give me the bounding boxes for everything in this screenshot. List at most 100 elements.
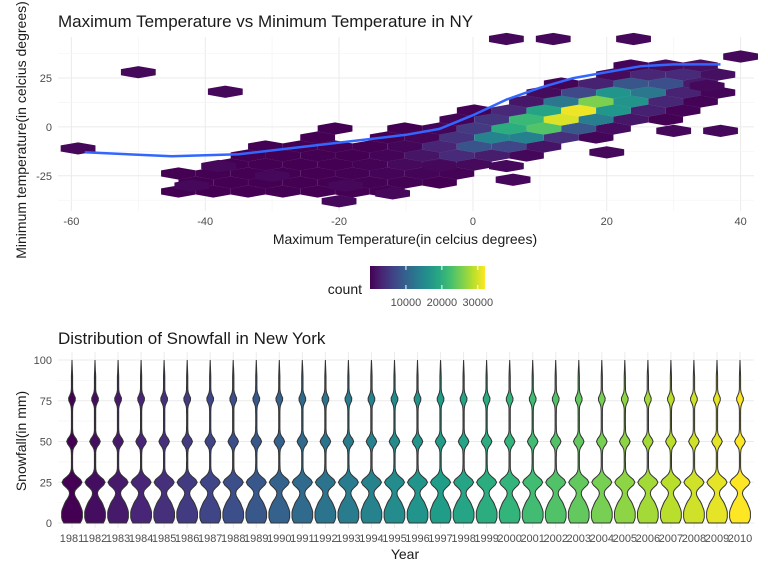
violin-ylabel: Snowfall(in mm) (13, 391, 29, 491)
violin-2003 (567, 359, 590, 524)
x-tick-label: 1997 (428, 533, 452, 545)
hex-title: Maximum Temperature vs Minimum Temperatu… (58, 12, 473, 31)
y-tick-label: 50 (40, 437, 52, 449)
hex-bin (488, 32, 524, 46)
violin-2007 (660, 359, 682, 524)
violin-1994 (360, 359, 383, 524)
hex-bin (589, 146, 625, 159)
x-tick-label: 2002 (543, 533, 567, 545)
violin-1985 (153, 359, 175, 524)
x-tick-label: -60 (63, 216, 79, 228)
hex-ylabel: Minimum temperature(in celcius degrees) (13, 1, 29, 259)
x-tick-label: 2001 (520, 533, 544, 545)
hex-bin (375, 187, 411, 200)
hex-bin (120, 66, 156, 79)
hex-legend: 10000 20000 30000 (370, 266, 493, 309)
hex-bin (703, 124, 738, 137)
violin-2001 (521, 359, 544, 524)
violin-xlabel: Year (391, 546, 420, 562)
x-tick-label: 1991 (290, 533, 314, 545)
hex-bin (456, 104, 492, 117)
hex-bin (495, 173, 531, 186)
x-tick-label: 2010 (728, 533, 752, 545)
hex-bins (60, 32, 759, 208)
y-tick-label: 75 (40, 396, 52, 408)
y-tick-label: 25 (40, 477, 52, 489)
hex-legend-title: count (328, 281, 362, 297)
x-tick-label: 1990 (267, 533, 291, 545)
hex-bin (616, 32, 651, 46)
hex-bin (488, 159, 524, 173)
x-tick-label: -40 (197, 216, 213, 228)
violin-2005 (614, 359, 636, 524)
hex-bin (689, 79, 725, 92)
x-tick-label: 1999 (474, 533, 498, 545)
violin-1991 (291, 359, 314, 524)
x-tick-label: 1998 (451, 533, 475, 545)
x-tick-label: 1987 (198, 533, 222, 545)
violin-1990 (268, 359, 291, 524)
violin-1997 (429, 359, 452, 524)
violin-1981 (61, 359, 83, 524)
x-tick-label: 1988 (221, 533, 245, 545)
violin-1995 (383, 359, 406, 524)
hex-bin (422, 159, 457, 173)
hex-bin (254, 169, 290, 182)
hex-smooth-layer (84, 63, 721, 158)
violin-2008 (683, 359, 705, 524)
x-tick-label: 2000 (497, 533, 521, 545)
violin-1984 (130, 359, 152, 524)
x-tick-label: 2003 (567, 533, 591, 545)
x-tick-label: 40 (734, 216, 746, 228)
x-tick-label: 2009 (705, 533, 729, 545)
hex-xlabel: Maximum Temperature(in celcius degrees) (273, 231, 537, 247)
violin-1993 (337, 359, 360, 524)
violin-1983 (107, 359, 129, 524)
hex-bin (317, 122, 353, 135)
hex-bin (656, 124, 692, 137)
legend-colorbar (370, 266, 485, 289)
violin-1998 (452, 359, 475, 524)
hex-bin (201, 159, 237, 173)
hex-bin (207, 85, 243, 98)
violin-1992 (314, 359, 337, 524)
violin-1996 (406, 359, 429, 524)
violin-2004 (590, 359, 613, 524)
violin-tick-labels: 0255075100198119821983198419851986198719… (34, 355, 753, 545)
x-tick-label: 1981 (60, 533, 84, 545)
y-tick-label: 100 (34, 355, 52, 367)
y-tick-label: 0 (46, 122, 52, 134)
hex-bin (535, 32, 571, 46)
x-tick-label: -20 (331, 216, 347, 228)
legend-label: 30000 (463, 297, 494, 309)
violin-1989 (245, 359, 268, 524)
legend-label: 10000 (391, 297, 422, 309)
violin-2002 (544, 359, 567, 524)
hex-tick-labels: -60 -40 -20 0 20 40 -25 0 25 (36, 73, 747, 228)
x-tick-label: 1993 (336, 533, 360, 545)
x-tick-label: 20 (601, 216, 613, 228)
smooth-line (84, 63, 721, 158)
x-tick-label: 1983 (106, 533, 130, 545)
x-tick-label: 2008 (682, 533, 706, 545)
x-tick-label: 1992 (313, 533, 337, 545)
hex-bin (723, 50, 759, 63)
violin-1987 (199, 359, 222, 524)
violin-series (61, 359, 751, 524)
y-tick-label: -25 (36, 171, 52, 183)
x-tick-label: 2007 (659, 533, 683, 545)
x-tick-label: 2006 (636, 533, 660, 545)
violin-1982 (84, 359, 106, 524)
hex-bin (700, 68, 736, 81)
violin-1986 (176, 359, 198, 524)
hex-bin (328, 179, 364, 192)
violin-2010 (729, 359, 751, 524)
x-tick-label: 1986 (175, 533, 199, 545)
violin-1988 (222, 359, 245, 524)
y-tick-label: 25 (40, 73, 52, 85)
legend-label: 20000 (427, 297, 458, 309)
violin-title: Distribution of Snowfall in New York (58, 329, 326, 348)
x-tick-label: 1996 (405, 533, 429, 545)
hex-bin (160, 167, 197, 180)
